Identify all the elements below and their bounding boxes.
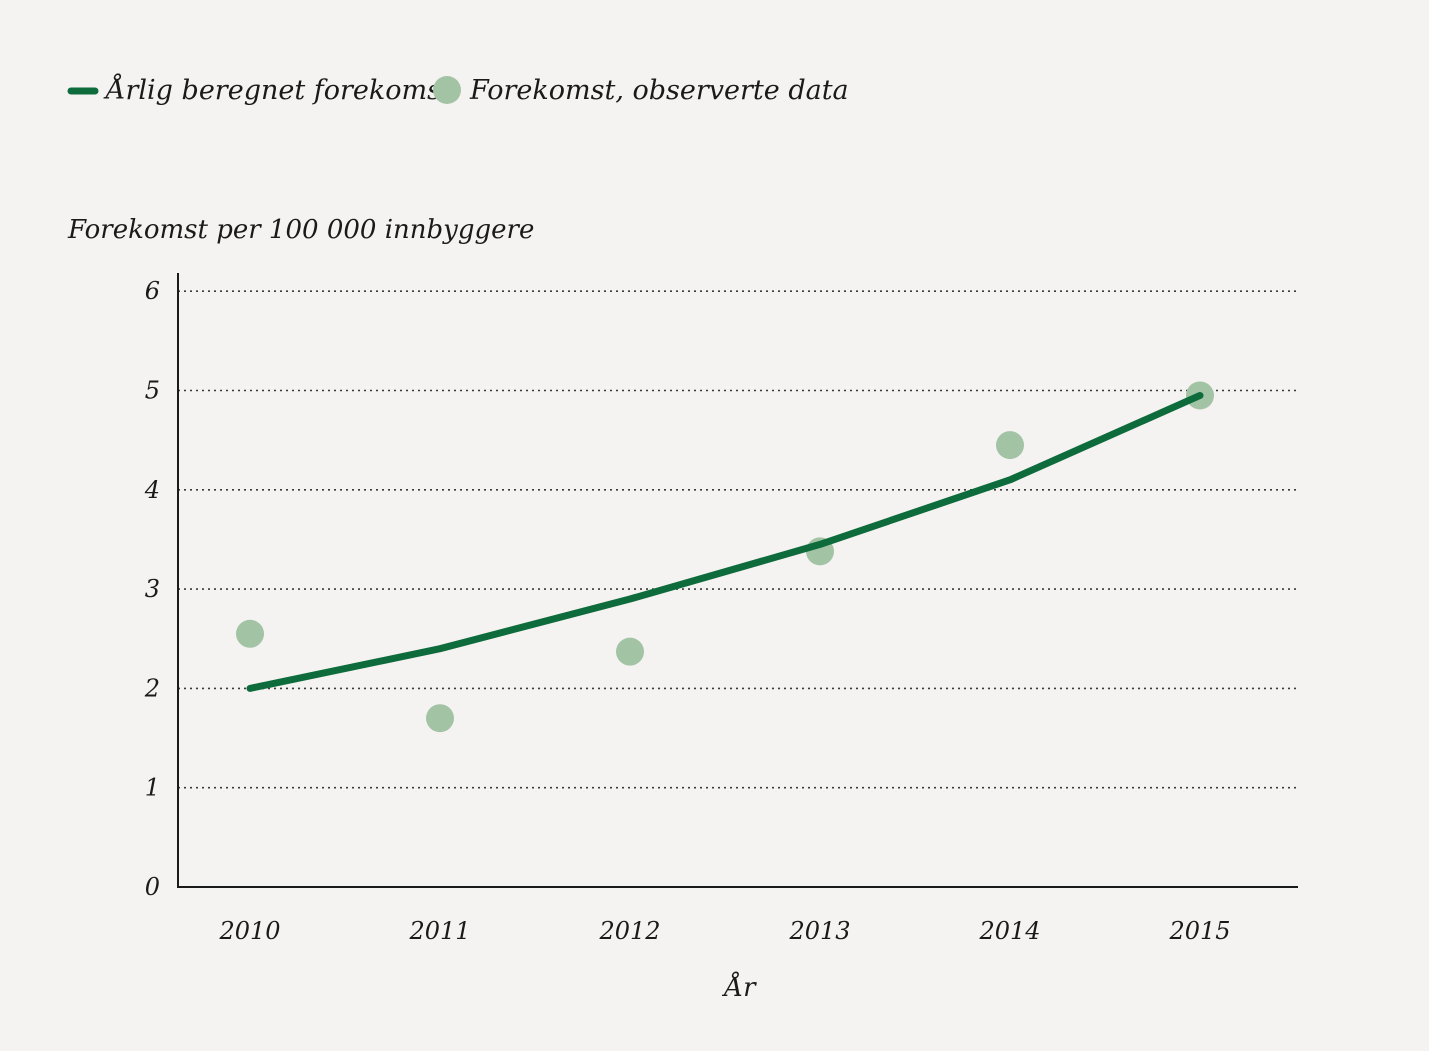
x-axis-title: År [721, 971, 757, 1003]
y-tick-label: 4 [144, 476, 160, 504]
observed-point [616, 637, 644, 666]
observed-point [236, 619, 264, 648]
estimated-incidence-line [246, 391, 1204, 692]
legend-line-label: Årlig beregnet forekomst [103, 73, 452, 106]
legend-point-swatch [433, 76, 461, 104]
observed-points [236, 381, 1214, 733]
y-tick-label: 6 [145, 277, 160, 305]
gridlines [178, 290, 1298, 789]
y-tick-label: 3 [145, 575, 160, 603]
x-tick-label: 2012 [598, 917, 660, 945]
x-tick-label: 2013 [788, 917, 850, 945]
series [236, 381, 1214, 733]
y-tick-label: 2 [144, 674, 160, 702]
y-tick-labels: 0 1 2 3 4 5 6 [144, 277, 160, 901]
observed-point [996, 431, 1024, 460]
y-tick-label: 0 [145, 873, 160, 901]
legend: Årlig beregnet forekomst Forekomst, obse… [67, 73, 849, 106]
axes [177, 273, 1298, 888]
observed-point [426, 704, 454, 733]
y-axis-title: Forekomst per 100 000 innbyggere [67, 215, 534, 245]
legend-point-label: Forekomst, observerte data [469, 75, 849, 106]
x-tick-label: 2014 [978, 917, 1040, 945]
x-tick-labels: 2010 2011 2012 2013 2014 2015 [218, 917, 1230, 945]
x-tick-label: 2011 [408, 917, 470, 945]
y-tick-label: 5 [145, 377, 160, 405]
x-tick-label: 2015 [1168, 917, 1230, 945]
x-tick-label: 2010 [218, 917, 280, 945]
y-tick-label: 1 [145, 774, 160, 802]
